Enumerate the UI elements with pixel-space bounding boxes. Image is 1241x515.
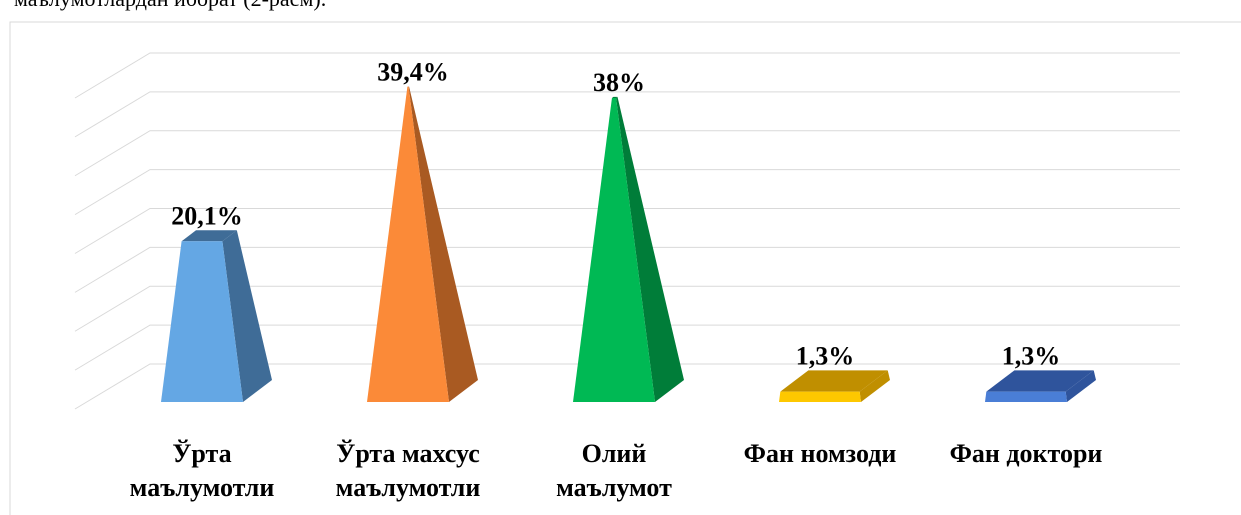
x-tick-label: Ўрта маълумотли: [129, 439, 275, 502]
value-label: 1,3%: [1002, 341, 1061, 370]
bar: [779, 391, 861, 402]
grid-line: [74, 169, 1180, 216]
x-tick-label: Олий маълумот: [556, 439, 672, 502]
value-label: 20,1%: [171, 201, 243, 230]
bar: [367, 86, 449, 403]
grid-line: [74, 363, 1180, 410]
grid-line: [74, 208, 1180, 254]
grid-line: [74, 130, 1180, 177]
chart-border: [9, 21, 1241, 515]
bar-top: [780, 370, 888, 392]
bar-side: [616, 96, 684, 403]
bar: [573, 98, 655, 402]
grid-line: [74, 324, 1180, 371]
grid-line: [74, 285, 1180, 332]
bar: [985, 391, 1067, 402]
value-label: 1,3%: [796, 341, 855, 370]
bar-side: [859, 370, 890, 402]
bar-top: [611, 96, 618, 98]
grid-line: [74, 91, 1180, 138]
grid-line: [74, 52, 1180, 99]
x-tick-label: Фан номзоди: [743, 439, 897, 468]
value-label: 39,4%: [377, 57, 449, 86]
caption: маълумотлардан иборат (2-расм).: [14, 0, 326, 12]
bar-side: [1065, 370, 1096, 402]
bar-side: [222, 230, 272, 402]
x-tick-label: Фан доктори: [949, 439, 1103, 468]
bar-top: [181, 230, 237, 242]
value-label: 38%: [593, 68, 645, 97]
bar-side: [408, 86, 478, 402]
bar-top: [986, 370, 1094, 392]
grid-line: [74, 246, 1180, 293]
bar: [161, 241, 243, 402]
x-tick-label: Ўрта махсус маълумотли: [335, 439, 481, 502]
